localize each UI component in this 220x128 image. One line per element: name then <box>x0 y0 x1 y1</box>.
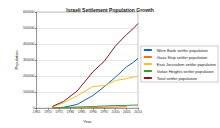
svg-text:2000: 2000 <box>112 110 120 114</box>
svg-text:2010: 2010 <box>134 110 142 114</box>
svg-text:1995: 1995 <box>100 110 108 114</box>
svg-text:1970: 1970 <box>44 110 52 114</box>
svg-text:Year: Year <box>83 119 92 124</box>
svg-text:East Jerusalem settler populat: East Jerusalem settler population <box>157 62 216 67</box>
svg-text:1990: 1990 <box>89 110 97 114</box>
svg-text:100000: 100000 <box>23 90 35 94</box>
svg-text:1980: 1980 <box>66 110 74 114</box>
svg-text:1975: 1975 <box>55 110 63 114</box>
svg-text:200000: 200000 <box>23 74 35 78</box>
svg-text:Israeli Settlement Population: Israeli Settlement Population Growth <box>66 7 154 13</box>
svg-text:Gaza Strip settler population: Gaza Strip settler population <box>157 55 207 60</box>
svg-text:500000: 500000 <box>23 26 35 30</box>
svg-text:600000: 600000 <box>23 10 35 14</box>
svg-text:1985: 1985 <box>78 110 86 114</box>
svg-text:Population: Population <box>14 51 19 70</box>
svg-text:Total settler population: Total settler population <box>157 76 197 81</box>
svg-text:400000: 400000 <box>23 42 35 46</box>
svg-text:300000: 300000 <box>23 58 35 62</box>
svg-text:1965: 1965 <box>33 110 41 114</box>
svg-text:2005: 2005 <box>123 110 131 114</box>
svg-text:West Bank settler population: West Bank settler population <box>157 48 208 53</box>
svg-text:Golan Heights settler populati: Golan Heights settler population <box>157 69 214 74</box>
svg-text:0: 0 <box>32 106 35 111</box>
